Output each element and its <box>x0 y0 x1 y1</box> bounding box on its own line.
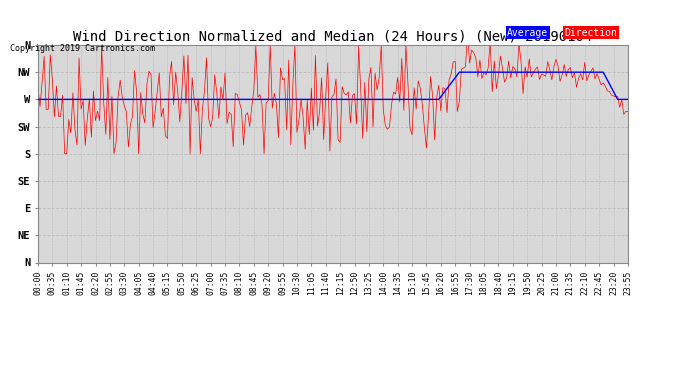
Text: Direction: Direction <box>564 28 618 38</box>
Title: Wind Direction Normalized and Median (24 Hours) (New) 20190104: Wind Direction Normalized and Median (24… <box>73 30 593 44</box>
Text: Average: Average <box>507 28 549 38</box>
Text: Copyright 2019 Cartronics.com: Copyright 2019 Cartronics.com <box>10 44 155 52</box>
